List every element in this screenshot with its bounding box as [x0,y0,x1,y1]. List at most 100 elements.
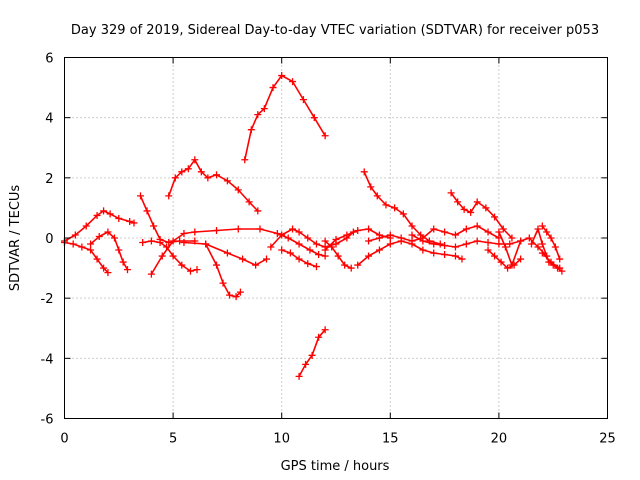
y-tick-label: 6 [45,52,53,67]
series-arc-17 [354,237,466,269]
data-point [315,333,323,341]
series-line [244,74,326,161]
series-arc-19 [408,231,525,251]
data-point [473,198,481,206]
data-point [93,211,101,219]
data-point [497,258,505,266]
series-arc-7 [165,156,262,215]
data-point [332,236,340,244]
data-point [156,239,164,247]
data-point [87,246,95,254]
data-point [375,246,383,254]
data-point [213,226,221,234]
data-point [169,252,177,260]
y-tick-label: 2 [45,172,53,187]
data-point [534,243,542,251]
data-point [236,288,244,296]
data-point [213,261,221,269]
data-point [289,225,297,233]
series-line [183,241,268,266]
data-point [254,111,262,119]
data-point [245,198,253,206]
data-point [95,232,103,240]
data-point [171,174,179,182]
data-point [93,255,101,263]
axis-ticks: 0 5 10 15 20 25 -6 -4 -2 0 2 4 6 [41,52,616,447]
data-point [219,279,227,287]
data-point [115,214,123,222]
data-point [312,240,320,248]
data-point [343,231,351,239]
data-point [239,255,247,263]
data-point [484,228,492,236]
data-point [373,192,381,200]
data-point [527,240,535,248]
data-point [419,237,427,245]
data-point [180,229,188,237]
data-point [71,231,79,239]
series-line [269,228,355,248]
data-point [176,237,184,245]
series-arc-3 [87,228,131,274]
data-point [321,326,329,334]
series-arc-13 [295,326,329,380]
data-point [495,228,503,236]
data-point [547,258,555,266]
data-point [419,246,427,254]
series-arc-2 [61,239,112,277]
data-point [491,213,499,221]
data-point [254,207,262,215]
data-point [367,183,375,191]
data-point [391,204,399,212]
data-point [110,234,118,242]
data-point [451,243,459,251]
data-point [538,240,546,248]
data-point [441,242,449,250]
x-tick-label: 5 [169,432,177,447]
data-point [321,132,329,140]
series-arc-6 [147,225,329,278]
data-point [538,222,546,230]
chart-title: Day 329 of 2019, Sidereal Day-to-day VTE… [71,23,599,38]
series-arc-9 [180,239,270,269]
data-point [104,228,112,236]
data-point [462,225,470,233]
data-point [119,258,127,266]
data-point [308,351,316,359]
data-point [232,293,240,301]
data-point [139,239,147,247]
y-axis-label: SDTVAR / TECUs [8,185,23,292]
data-point [126,217,134,225]
data-point [451,252,459,260]
data-point [278,72,286,80]
series-line [139,195,196,244]
data-point [408,231,416,239]
data-point [278,231,286,239]
data-point [447,189,455,197]
data-point [78,243,86,251]
data-point [556,264,564,272]
series-arc-14 [321,237,355,272]
data-point [295,228,303,236]
data-point [304,260,312,268]
series-arc-25 [538,249,564,272]
data-point [399,210,407,218]
data-point [304,234,312,242]
data-point [269,84,277,92]
series-arc-1 [61,207,138,245]
data-point [408,237,416,245]
data-point [123,266,131,274]
series-line [168,159,259,212]
data-point [213,171,221,179]
data-point [299,96,307,104]
data-point [100,207,108,215]
data-point [150,222,158,230]
series-arc-24 [538,222,564,263]
y-tick-label: -6 [41,413,54,428]
series-arc-10 [241,72,329,164]
data-point [504,264,512,272]
data-point [87,240,95,248]
data-point [204,174,212,182]
data-point [106,210,114,218]
